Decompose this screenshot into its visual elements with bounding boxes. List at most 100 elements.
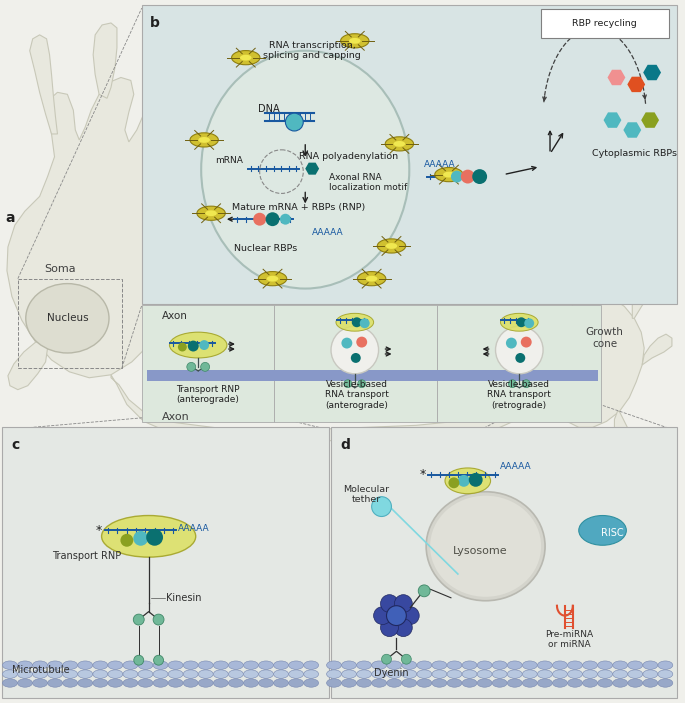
- Ellipse shape: [357, 679, 371, 688]
- Ellipse shape: [138, 670, 153, 678]
- Ellipse shape: [228, 670, 243, 678]
- Text: Nucleus: Nucleus: [47, 314, 88, 323]
- Bar: [273, 305, 437, 423]
- Circle shape: [187, 363, 196, 371]
- Ellipse shape: [266, 276, 278, 282]
- Ellipse shape: [643, 661, 658, 669]
- Ellipse shape: [197, 206, 225, 220]
- Bar: [2, 427, 329, 698]
- Bar: [142, 305, 273, 423]
- Circle shape: [146, 529, 163, 546]
- Ellipse shape: [432, 670, 447, 678]
- Text: Vesicle-based
RNA transport
(anterograde): Vesicle-based RNA transport (anterograde…: [325, 380, 388, 410]
- Ellipse shape: [493, 661, 507, 669]
- Ellipse shape: [3, 679, 17, 688]
- Ellipse shape: [101, 515, 196, 557]
- Ellipse shape: [553, 661, 567, 669]
- Bar: [437, 305, 601, 423]
- Polygon shape: [306, 162, 319, 174]
- Ellipse shape: [48, 670, 62, 678]
- Ellipse shape: [3, 661, 17, 669]
- Ellipse shape: [33, 661, 47, 669]
- Ellipse shape: [538, 670, 552, 678]
- Ellipse shape: [228, 661, 243, 669]
- Ellipse shape: [553, 679, 567, 688]
- Text: b: b: [149, 16, 160, 30]
- Ellipse shape: [258, 661, 273, 669]
- Circle shape: [401, 607, 419, 624]
- Ellipse shape: [108, 661, 123, 669]
- Ellipse shape: [643, 670, 658, 678]
- Text: DNA: DNA: [258, 104, 279, 114]
- Circle shape: [153, 614, 164, 625]
- Ellipse shape: [628, 670, 643, 678]
- Ellipse shape: [303, 670, 319, 678]
- Circle shape: [373, 607, 391, 624]
- Ellipse shape: [447, 670, 462, 678]
- Ellipse shape: [538, 679, 552, 688]
- Polygon shape: [111, 375, 557, 441]
- Polygon shape: [627, 77, 645, 92]
- Ellipse shape: [108, 670, 123, 678]
- Circle shape: [134, 655, 144, 665]
- Ellipse shape: [228, 679, 243, 688]
- Ellipse shape: [417, 661, 432, 669]
- Text: Transport RNP: Transport RNP: [51, 551, 121, 561]
- Ellipse shape: [372, 670, 386, 678]
- Ellipse shape: [613, 661, 627, 669]
- Ellipse shape: [258, 679, 273, 688]
- Ellipse shape: [385, 137, 414, 151]
- Ellipse shape: [169, 679, 183, 688]
- Ellipse shape: [184, 661, 198, 669]
- Ellipse shape: [435, 167, 463, 181]
- Ellipse shape: [78, 679, 92, 688]
- Ellipse shape: [366, 276, 377, 282]
- Ellipse shape: [169, 670, 183, 678]
- Ellipse shape: [658, 679, 673, 688]
- Ellipse shape: [432, 679, 447, 688]
- Ellipse shape: [184, 670, 198, 678]
- Text: AAAAA: AAAAA: [178, 524, 210, 533]
- Ellipse shape: [508, 661, 522, 669]
- Circle shape: [121, 534, 134, 547]
- Ellipse shape: [568, 670, 582, 678]
- Circle shape: [351, 353, 361, 363]
- Bar: [331, 427, 677, 698]
- Ellipse shape: [153, 670, 168, 678]
- Circle shape: [253, 213, 266, 226]
- Circle shape: [524, 318, 534, 328]
- Ellipse shape: [123, 670, 138, 678]
- Ellipse shape: [447, 661, 462, 669]
- Ellipse shape: [198, 670, 213, 678]
- Ellipse shape: [501, 314, 538, 331]
- Ellipse shape: [523, 661, 537, 669]
- Ellipse shape: [243, 661, 258, 669]
- Ellipse shape: [583, 661, 597, 669]
- Ellipse shape: [568, 679, 582, 688]
- Ellipse shape: [198, 679, 213, 688]
- Text: RBP recycling: RBP recycling: [572, 20, 637, 28]
- Ellipse shape: [386, 243, 397, 249]
- Ellipse shape: [232, 51, 260, 65]
- Ellipse shape: [583, 679, 597, 688]
- Ellipse shape: [477, 670, 492, 678]
- Circle shape: [401, 654, 411, 664]
- Circle shape: [188, 340, 199, 352]
- Ellipse shape: [493, 670, 507, 678]
- Ellipse shape: [190, 133, 219, 147]
- Circle shape: [515, 353, 525, 363]
- Ellipse shape: [26, 283, 109, 353]
- Ellipse shape: [387, 679, 401, 688]
- Text: Microtubule: Microtubule: [12, 665, 69, 675]
- Ellipse shape: [342, 670, 356, 678]
- Ellipse shape: [138, 661, 153, 669]
- Circle shape: [449, 477, 460, 489]
- Ellipse shape: [462, 679, 477, 688]
- Polygon shape: [643, 65, 661, 80]
- Text: Molecular
tether: Molecular tether: [344, 485, 390, 505]
- Circle shape: [395, 619, 412, 636]
- Ellipse shape: [658, 661, 673, 669]
- Ellipse shape: [63, 661, 77, 669]
- Ellipse shape: [169, 333, 227, 358]
- Ellipse shape: [342, 661, 356, 669]
